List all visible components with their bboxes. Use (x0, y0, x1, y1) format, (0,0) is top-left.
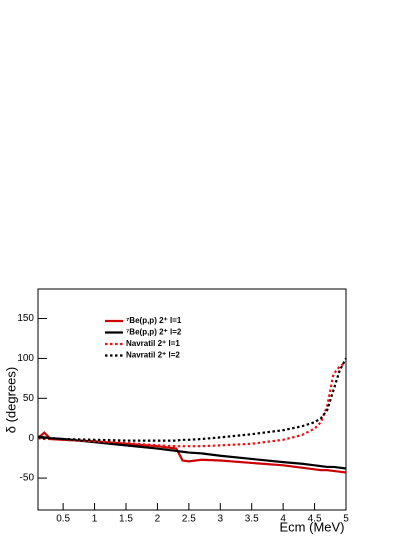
y-tick-label: -50 (20, 473, 35, 484)
x-tick-label: 2.5 (182, 514, 196, 525)
y-axis-title: δ (degrees) (3, 367, 18, 434)
y-tick-label: 50 (23, 393, 35, 404)
x-tick-label: 5 (343, 514, 349, 525)
x-tick-label: 1 (92, 514, 98, 525)
x-tick-label: 4.5 (308, 514, 322, 525)
legend-label: ⁷Be(p,p) 2⁺ l=1 (126, 316, 182, 325)
x-tick-label: 3.5 (245, 514, 259, 525)
y-tick-label: 150 (17, 313, 34, 324)
x-tick-label: 2 (155, 514, 161, 525)
series-line (37, 357, 347, 442)
legend-label: Navratil 2⁺ l=2 (126, 351, 180, 360)
y-tick-label: 0 (28, 433, 34, 444)
x-tick-label: 0.5 (56, 514, 70, 525)
legend-label: ⁷Be(p,p) 2⁺ l=2 (126, 328, 182, 337)
x-tick-label: 3 (218, 514, 224, 525)
y-tick-label: 100 (17, 353, 34, 364)
plot-frame (37, 288, 347, 511)
x-axis-title: Ecm (MeV) (280, 519, 345, 534)
x-tick-label: 4 (280, 514, 286, 525)
x-tick-label: 1.5 (119, 514, 133, 525)
legend-label: Navratil 2⁺ l=1 (126, 339, 180, 348)
